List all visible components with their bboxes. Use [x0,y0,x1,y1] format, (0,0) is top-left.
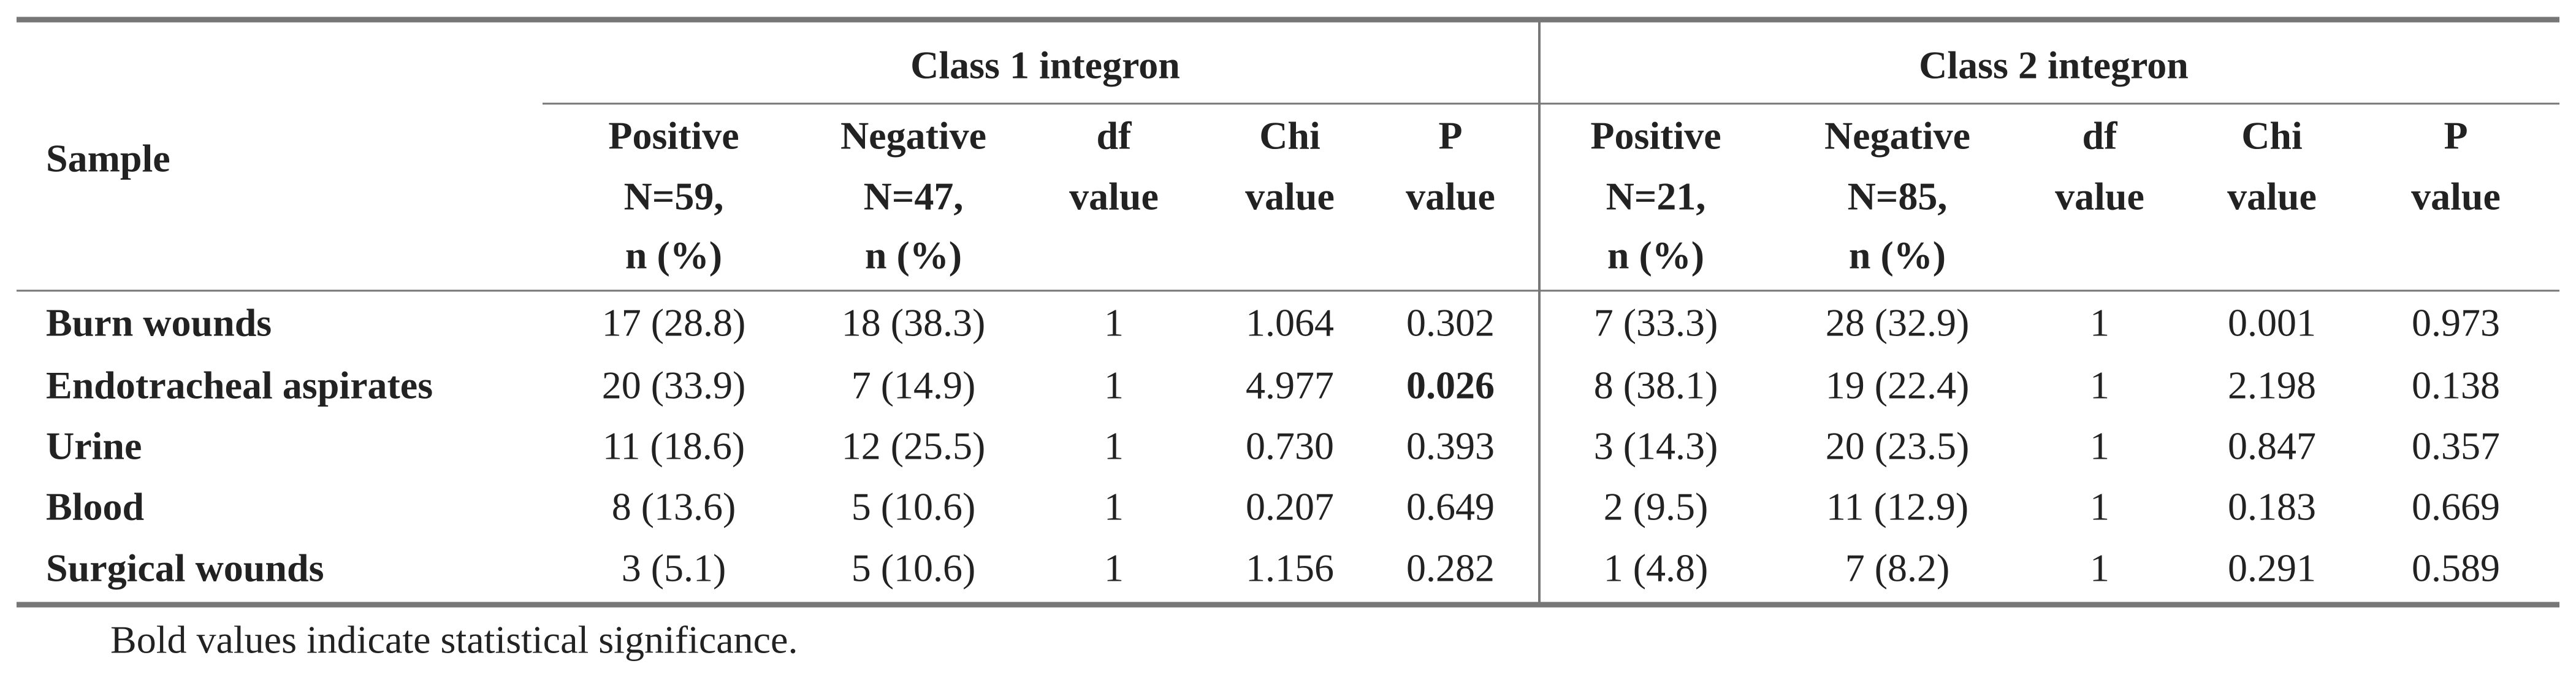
cell: 0.973 [2412,301,2500,345]
cell: 0.589 [2412,546,2500,590]
cell: 0.183 [2228,485,2316,529]
cell: 20 (33.9) [602,364,746,407]
column-header: Chi [1259,114,1320,158]
column-header: Positive [1590,114,1721,158]
column-header: n (%) [1849,234,1946,277]
cell: 28 (32.9) [1826,301,1970,345]
cell: 0.730 [1246,424,1334,468]
cell: 4.977 [1246,364,1334,407]
cell: 1 [2090,424,2109,468]
cell: 3 (14.3) [1594,424,1718,468]
cell: 0.001 [2228,301,2316,345]
column-header: value [1245,175,1335,218]
sample-header: Sample [46,137,170,180]
row-label: Burn wounds [46,301,272,345]
row-label: Surgical wounds [46,546,324,590]
cell: 18 (38.3) [842,301,986,345]
cell: 1 [1104,546,1124,590]
cell: 0.393 [1406,424,1495,468]
cell: 0.026 [1406,364,1495,407]
cell: 7 (14.9) [852,364,976,407]
column-header: Positive [608,114,739,158]
column-header: df [2083,114,2118,158]
group-header: Class 2 integron [1919,44,2189,87]
cell: 1.064 [1246,301,1334,345]
cell: 12 (25.5) [842,424,986,468]
cell: 0.138 [2412,364,2500,407]
cell: 1.156 [1246,546,1334,590]
cell: 0.357 [2412,424,2500,468]
cell: 11 (12.9) [1826,485,1968,529]
cell: 7 (33.3) [1594,301,1718,345]
cell: 0.847 [2228,424,2316,468]
row-label: Blood [46,485,144,529]
cell: 20 (23.5) [1826,424,1970,468]
cell: 1 [2090,301,2109,345]
cell: 0.291 [2228,546,2316,590]
column-header: N=85, [1848,175,1948,218]
cell: 1 (4.8) [1604,546,1709,590]
cell: 17 (28.8) [602,301,746,345]
column-header: N=21, [1606,175,1706,218]
cell: 0.669 [2412,485,2500,529]
cell: 5 (10.6) [852,546,976,590]
column-header: P [1438,114,1462,158]
cell: 0.649 [1406,485,1495,529]
column-header: n (%) [625,234,722,277]
row-label: Endotracheal aspirates [46,364,433,407]
column-header: Negative [1824,114,1970,158]
cell: 11 (18.6) [603,424,745,468]
column-header: value [2411,175,2501,218]
cell: 5 (10.6) [852,485,976,529]
cell: 1 [2090,546,2109,590]
column-header: value [2227,175,2317,218]
column-header: n (%) [865,234,962,277]
column-header: df [1097,114,1132,158]
cell: 7 (8.2) [1845,546,1950,590]
cell: 8 (38.1) [1594,364,1718,407]
column-header: P [2444,114,2467,158]
cell: 0.282 [1406,546,1495,590]
cell: 19 (22.4) [1826,364,1970,407]
cell: 1 [1104,364,1124,407]
column-header: Chi [2241,114,2303,158]
cell: 1 [2090,485,2109,529]
cell: 2 (9.5) [1604,485,1709,529]
cell: 1 [1104,485,1124,529]
column-header: value [1406,175,1495,218]
cell: 1 [1104,301,1124,345]
column-header: N=59, [624,175,724,218]
row-label: Urine [46,424,142,468]
cell: 1 [2090,364,2109,407]
column-header: Negative [840,114,986,158]
cell: 0.207 [1246,485,1334,529]
cell: 8 (13.6) [612,485,736,529]
column-header: value [1069,175,1159,218]
column-header: n (%) [1607,234,1704,277]
cell: 1 [1104,424,1124,468]
column-header: N=47, [864,175,964,218]
cell: 0.302 [1406,301,1495,345]
cell: 3 (5.1) [622,546,726,590]
cell: 2.198 [2228,364,2316,407]
footnote: Bold values indicate statistical signifi… [110,618,798,662]
column-header: value [2055,175,2144,218]
group-header: Class 1 integron [910,44,1180,87]
